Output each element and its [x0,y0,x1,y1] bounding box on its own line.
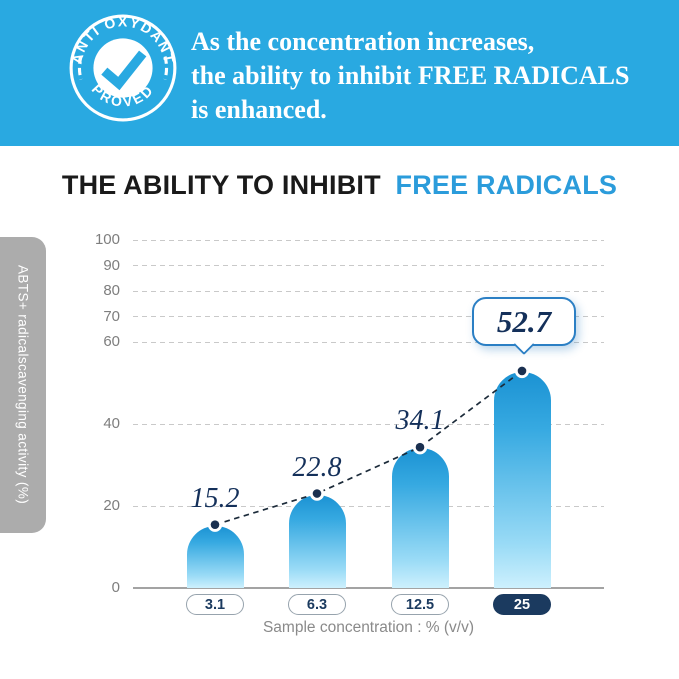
badge-left-bracket [77,56,83,80]
x-axis-baseline [133,587,604,589]
chart-title-accent: FREE RADICALS [395,170,618,200]
bar-25 [493,371,551,588]
top-banner: ANTI OXYDANT PROVED As the concentration… [0,0,679,146]
category-pill-12.5: 12.5 [391,594,449,615]
gridline-80 [133,290,604,292]
y-tick-label: 80 [103,282,120,299]
category-pill-6.3: 6.3 [288,594,346,615]
value-callout: 52.7 [472,297,576,346]
category-pill-25: 25 [493,594,551,615]
banner-headline: As the concentration increases, the abil… [191,25,629,127]
badge-outer-ring [69,14,177,122]
data-point-label: 22.8 [292,451,342,483]
y-tick-label: 0 [111,579,120,596]
y-axis-label-tab: ABTS+ radicalscavenging activity (%) [0,237,46,533]
antioxidant-proved-badge: ANTI OXYDANT PROVED [69,13,177,122]
x-axis-title: Sample concentration : % (v/v) [262,619,475,636]
data-point-dot [210,520,220,529]
gridline-90 [133,265,604,266]
badge-center-disc [93,38,153,98]
data-point-label: 15.2 [190,482,240,514]
headline-line-1: As the concentration increases, [191,27,535,56]
gridline-40 [133,423,604,425]
gridline-100 [133,239,604,241]
gridline-70 [133,316,604,317]
headline-line-2: the ability to inhibit FREE RADICALS [191,61,630,90]
data-point-label: 34.1 [395,405,445,437]
headline-line-3: is enhanced. [191,95,327,124]
data-point-halo [412,439,428,455]
chart-title: THE ABILITY TO INHIBIT FREE RADICALS [0,170,679,201]
y-axis-label: ABTS+ radicalscavenging activity (%) [15,265,31,505]
gridline-60 [133,341,604,343]
y-tick-label: 100 [94,231,120,248]
y-tick-label: 70 [103,307,120,325]
trend-line [214,370,523,526]
bar-12.5 [391,448,449,588]
checkmark-icon [101,50,147,91]
category-pill-3.1: 3.1 [186,594,244,615]
y-tick-label: 20 [103,497,120,514]
data-point-dot [517,366,527,376]
data-point-halo [309,486,325,501]
data-point-dot [415,442,425,452]
data-point-halo [514,363,530,379]
chart-title-main: THE ABILITY TO INHIBIT [61,170,381,200]
gridline-20 [133,505,604,507]
data-point-halo [207,517,223,532]
y-tick-label: 40 [103,415,120,432]
badge-right-bracket [163,56,169,80]
y-tick-label: 90 [103,256,120,274]
data-point-dot [312,489,322,498]
y-tick-label: 60 [103,333,120,350]
bar-6.3 [288,494,346,588]
bar-3.1 [186,525,244,588]
